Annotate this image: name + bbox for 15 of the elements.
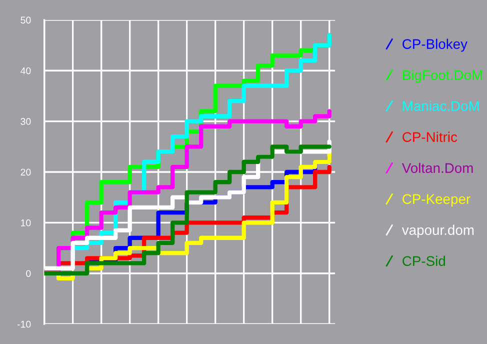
legend-label: CP-Sid bbox=[402, 256, 445, 266]
legend-label: BigFoot.DoM bbox=[403, 70, 482, 83]
y-tick-label: 20 bbox=[20, 168, 31, 176]
y-tick-label: -10 bbox=[18, 320, 31, 328]
y-tick-label: 10 bbox=[21, 219, 31, 226]
legend-label: Voltan.Dom bbox=[402, 162, 473, 173]
legend-label: vapour.dom bbox=[402, 224, 474, 238]
legend-label: CP-Nitric bbox=[402, 132, 458, 142]
legend-label: CP-Keeper bbox=[402, 194, 470, 207]
legend-label: CP-Blokey bbox=[402, 38, 468, 52]
legend-label: Maniac.DoM bbox=[403, 100, 479, 111]
y-tick-label: 30 bbox=[20, 118, 31, 125]
y-tick-label: 0 bbox=[26, 270, 31, 277]
y-tick-label: 40 bbox=[20, 67, 31, 74]
y-tick-label: 50 bbox=[20, 16, 31, 24]
